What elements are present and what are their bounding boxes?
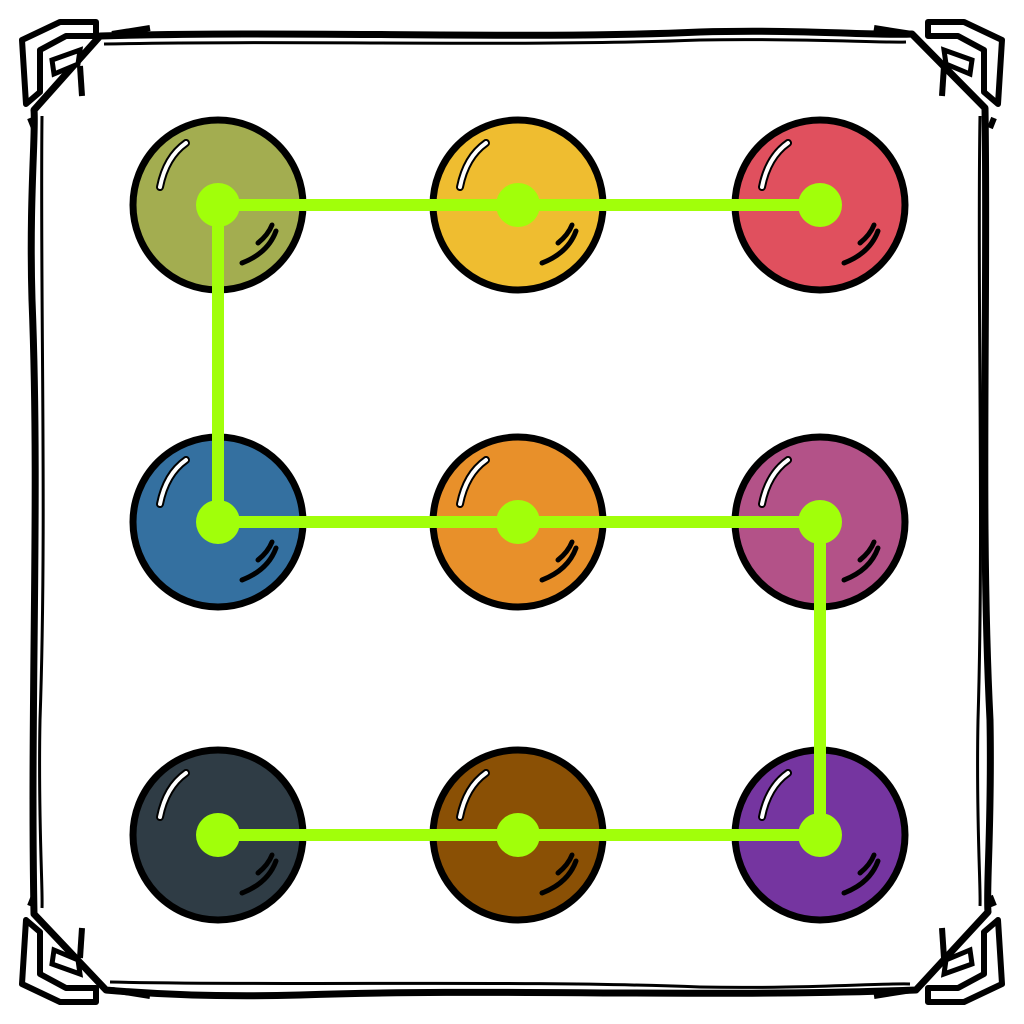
pattern-node-4 (196, 500, 240, 544)
dot-highlight (158, 458, 188, 506)
dot-highlight (760, 458, 790, 506)
dot-shadow-line (555, 539, 575, 563)
dot-shadow-line (239, 545, 279, 583)
dot-shadow-line (841, 545, 881, 583)
celtic-corner-ornament-icon (873, 894, 1005, 1005)
dot-shadow-line (555, 852, 575, 876)
dot-shadow-line (239, 858, 279, 896)
dot-shadow-line (857, 852, 877, 876)
dot-shadow-line (255, 539, 275, 563)
dot-highlight (458, 771, 488, 819)
dot-shadow-line (239, 228, 279, 266)
pattern-node-1 (798, 183, 842, 227)
dot-shadow-line (857, 222, 877, 246)
dot-shadow-line (857, 539, 877, 563)
dot-shadow-line (255, 852, 275, 876)
celtic-corner-ornament-icon (19, 19, 151, 130)
celtic-corner-ornament-icon (19, 894, 151, 1005)
dot-shadow-line (539, 545, 579, 583)
dot-highlight (458, 458, 488, 506)
dot-highlight (158, 141, 188, 189)
pattern-node-5 (496, 500, 540, 544)
dot-highlight (458, 141, 488, 189)
dot-shadow-line (255, 222, 275, 246)
dot-shadow-line (539, 858, 579, 896)
dot-highlight (760, 141, 790, 189)
pattern-node-7 (798, 813, 842, 857)
dot-highlight (760, 771, 790, 819)
pattern-node-2 (496, 183, 540, 227)
pattern-node-9 (196, 813, 240, 857)
dot-shadow-line (841, 228, 881, 266)
dot-highlight (158, 771, 188, 819)
frame-border (27, 27, 994, 1000)
pattern-node-3 (196, 183, 240, 227)
pattern-node-6 (798, 500, 842, 544)
dot-shadow-line (539, 228, 579, 266)
celtic-corner-ornament-icon (873, 19, 1005, 130)
dot-shadow-line (555, 222, 575, 246)
dot-shadow-line (841, 858, 881, 896)
pattern-node-8 (496, 813, 540, 857)
